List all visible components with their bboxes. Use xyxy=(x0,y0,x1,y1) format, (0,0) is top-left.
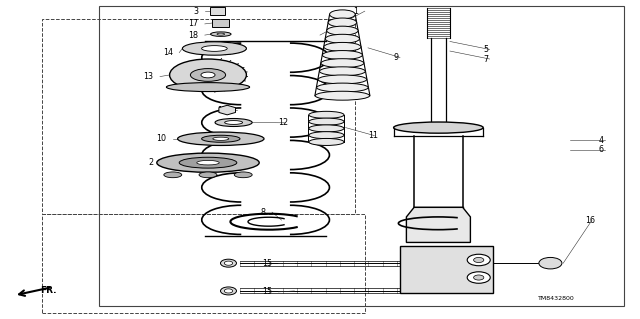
Text: 5: 5 xyxy=(483,45,488,54)
Bar xyxy=(42,19,355,214)
Ellipse shape xyxy=(182,42,246,55)
Ellipse shape xyxy=(234,172,252,178)
Bar xyxy=(99,6,624,306)
Ellipse shape xyxy=(323,51,362,60)
Ellipse shape xyxy=(191,69,226,81)
Ellipse shape xyxy=(324,42,361,51)
Text: 8: 8 xyxy=(260,208,266,217)
Ellipse shape xyxy=(224,261,233,265)
Text: TM8432800: TM8432800 xyxy=(538,296,575,301)
Circle shape xyxy=(467,272,490,283)
Ellipse shape xyxy=(166,83,250,92)
Text: 15: 15 xyxy=(262,259,272,268)
Bar xyxy=(210,7,225,15)
Circle shape xyxy=(539,257,562,269)
Ellipse shape xyxy=(308,118,344,125)
Polygon shape xyxy=(406,207,470,242)
Text: 3: 3 xyxy=(193,7,198,16)
Text: 4: 4 xyxy=(598,136,604,145)
Ellipse shape xyxy=(319,67,365,76)
Ellipse shape xyxy=(220,287,237,295)
Text: FR.: FR. xyxy=(40,286,56,295)
Polygon shape xyxy=(219,105,236,115)
Ellipse shape xyxy=(330,10,355,19)
Ellipse shape xyxy=(327,26,358,35)
Bar xyxy=(400,246,493,293)
Ellipse shape xyxy=(199,172,217,178)
Ellipse shape xyxy=(325,34,360,43)
Text: 16: 16 xyxy=(586,216,596,225)
Ellipse shape xyxy=(321,59,364,68)
Ellipse shape xyxy=(202,46,227,51)
Text: 7: 7 xyxy=(483,55,488,63)
Ellipse shape xyxy=(317,83,368,92)
Text: 10: 10 xyxy=(156,134,166,143)
Text: 2: 2 xyxy=(148,158,154,167)
Ellipse shape xyxy=(316,91,370,100)
Text: 18: 18 xyxy=(188,31,198,40)
Text: 11: 11 xyxy=(368,131,378,140)
Ellipse shape xyxy=(217,33,225,35)
Text: 13: 13 xyxy=(143,72,154,81)
Ellipse shape xyxy=(157,153,259,172)
Ellipse shape xyxy=(197,160,219,165)
Circle shape xyxy=(467,254,490,266)
Ellipse shape xyxy=(211,32,231,36)
Ellipse shape xyxy=(179,157,237,168)
Ellipse shape xyxy=(308,132,344,139)
Ellipse shape xyxy=(170,59,246,91)
Text: 9: 9 xyxy=(394,53,399,62)
Ellipse shape xyxy=(225,121,243,124)
Ellipse shape xyxy=(177,132,264,145)
Text: 17: 17 xyxy=(188,19,198,28)
Circle shape xyxy=(474,257,484,263)
Ellipse shape xyxy=(224,289,233,293)
Ellipse shape xyxy=(220,259,237,267)
Ellipse shape xyxy=(328,18,356,27)
Ellipse shape xyxy=(318,75,367,84)
Ellipse shape xyxy=(212,137,229,140)
Text: 12: 12 xyxy=(278,118,289,127)
Ellipse shape xyxy=(201,72,215,78)
Text: 15: 15 xyxy=(262,287,272,296)
Bar xyxy=(42,214,365,313)
Ellipse shape xyxy=(308,125,344,132)
Ellipse shape xyxy=(308,111,344,118)
Text: 19: 19 xyxy=(217,106,227,115)
Circle shape xyxy=(474,275,484,280)
Ellipse shape xyxy=(215,119,252,127)
Text: 1: 1 xyxy=(353,7,358,16)
Text: 6: 6 xyxy=(598,145,604,154)
Text: 14: 14 xyxy=(163,48,173,57)
Ellipse shape xyxy=(202,135,240,142)
Ellipse shape xyxy=(164,172,182,178)
Ellipse shape xyxy=(308,138,344,145)
Ellipse shape xyxy=(394,122,483,133)
Bar xyxy=(212,19,229,27)
